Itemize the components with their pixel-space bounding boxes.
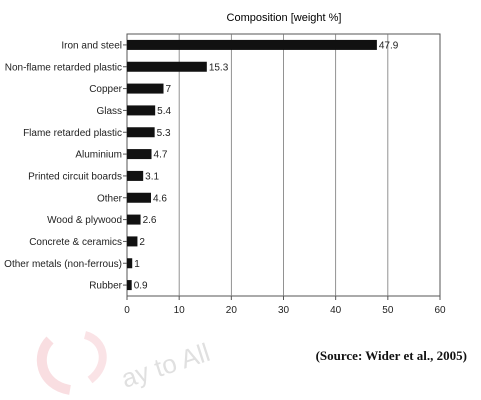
category-label: Non-flame retarded plastic xyxy=(5,62,122,73)
bar-value-label: 5.4 xyxy=(157,106,171,117)
x-tick-label: 0 xyxy=(124,305,130,316)
bar-chart: Composition [weight %] Iron and steel Non… xyxy=(4,12,446,316)
bar xyxy=(127,280,132,291)
bar-value-label: 2 xyxy=(139,237,145,248)
bar-value-label: 4.6 xyxy=(153,193,167,204)
x-tick-label: 10 xyxy=(174,305,186,316)
bar-value-label: 5.3 xyxy=(157,128,171,139)
bar xyxy=(127,61,207,72)
category-label: Iron and steel xyxy=(61,40,122,51)
category-label: Other xyxy=(97,193,123,204)
bar xyxy=(127,83,164,94)
category-labels: Iron and steel Non-flame retarded plastic… xyxy=(4,40,122,291)
bar-value-label: 2.6 xyxy=(143,215,157,226)
bar-value-label: 3.1 xyxy=(145,171,159,182)
x-tick-label: 50 xyxy=(382,305,394,316)
category-label: Copper xyxy=(89,84,122,95)
category-label: Printed circuit boards xyxy=(28,171,122,182)
chart-title: Composition [weight %] xyxy=(227,12,342,24)
bars xyxy=(127,39,377,291)
bar-value-label: 0.9 xyxy=(134,281,148,292)
bar xyxy=(127,236,138,247)
bar xyxy=(127,127,155,138)
watermark-text: ay to All xyxy=(118,337,214,394)
category-label: Other metals (non-ferrous) xyxy=(4,259,122,270)
category-label: Concrete & ceramics xyxy=(29,237,122,248)
grid xyxy=(123,33,441,300)
x-tick-labels: 0 10 20 30 40 50 60 xyxy=(124,305,446,316)
x-tick-label: 60 xyxy=(434,305,446,316)
bar xyxy=(127,170,144,181)
watermark-logo: ay to All xyxy=(36,331,214,395)
bar-value-label: 47.9 xyxy=(379,40,399,51)
category-label: Wood & plywood xyxy=(47,215,122,226)
x-tick-label: 20 xyxy=(226,305,238,316)
bar xyxy=(127,214,141,225)
bar xyxy=(127,105,156,116)
bar-value-label: 7 xyxy=(166,84,172,95)
bar xyxy=(127,149,152,160)
category-label: Aluminium xyxy=(75,150,122,161)
value-labels: 47.9 15.3 7 5.4 5.3 4.7 3.1 4.6 2.6 2 1 0.9 xyxy=(134,40,399,291)
x-tick-label: 30 xyxy=(278,305,290,316)
bar-value-label: 4.7 xyxy=(154,150,168,161)
category-label: Rubber xyxy=(89,281,122,292)
bar-value-label: 1 xyxy=(134,259,140,270)
x-tick-label: 40 xyxy=(330,305,342,316)
category-label: Flame retarded plastic xyxy=(23,128,122,139)
bar xyxy=(127,192,151,203)
bar xyxy=(127,39,377,50)
source-caption: (Source: Wider et al., 2005) xyxy=(315,348,467,363)
bar xyxy=(127,258,133,269)
category-label: Glass xyxy=(96,106,122,117)
bar-value-label: 15.3 xyxy=(209,62,229,73)
